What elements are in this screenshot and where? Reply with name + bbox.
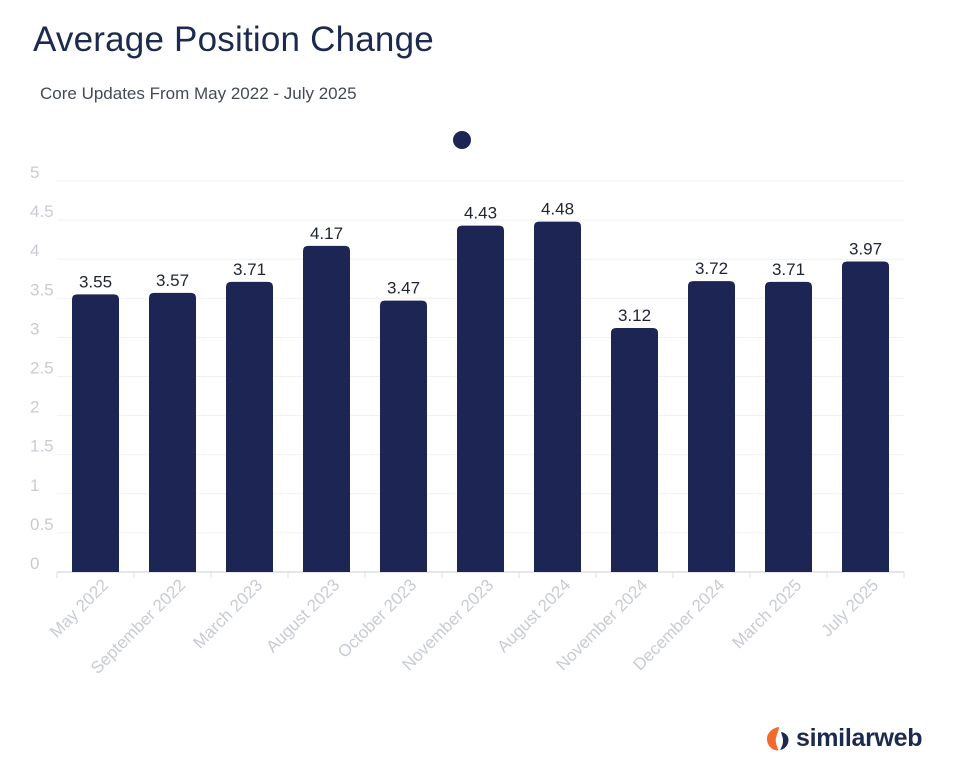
bar [688,281,735,572]
similarweb-logo-icon [767,726,789,750]
y-tick-label: 5 [30,163,39,182]
bar [765,281,812,572]
data-labels: 3.55 3.57 3.71 4.17 3.47 4.43 4.48 3.12 3.72 3.71… [79,200,882,325]
x-tick-label: March 2023 [189,575,266,652]
x-tick-label: July 2025 [817,575,882,640]
y-tick-label: 1.5 [30,437,54,456]
bar [611,328,658,572]
chart-title: Average Position Change [33,20,434,59]
x-tick-label: August 2024 [493,575,574,656]
bar [303,245,350,572]
bar [534,221,581,572]
data-label: 3.71 [233,260,266,279]
x-tick-label: March 2025 [728,575,805,652]
bar [457,225,504,572]
y-tick-label: 3 [30,319,39,338]
x-tick-label: October 2023 [334,575,420,661]
y-tick-label: 2 [30,398,39,417]
data-label: 4.48 [541,200,574,219]
bar [380,300,427,572]
similarweb-logo-text: similarweb [796,724,923,752]
data-label: 3.72 [695,259,728,278]
x-tick-label: August 2023 [262,575,343,656]
data-label: 3.47 [387,279,420,298]
similarweb-logo: similarweb [766,724,923,753]
y-tick-label: 4 [30,241,39,260]
data-label: 3.97 [849,240,882,259]
data-label: 3.55 [79,272,112,291]
y-tick-label: 2.5 [30,359,54,378]
y-tick-label: 0 [30,554,39,573]
bar [149,292,196,572]
data-label: 3.71 [772,260,805,279]
legend-marker [453,131,471,149]
y-axis-ticks: 0 0.5 1 1.5 2 2.5 3 3.5 4 4.5 5 [30,163,54,573]
y-tick-label: 1 [30,476,39,495]
x-tick-label: May 2022 [46,575,112,641]
chart-subtitle: Core Updates From May 2022 - July 2025 [40,84,357,103]
data-label: 3.57 [156,271,189,290]
bar [72,294,119,572]
y-tick-label: 3.5 [30,280,54,299]
data-label: 4.43 [464,204,497,223]
y-tick-label: 4.5 [30,202,54,221]
bar [226,281,273,572]
data-label: 3.12 [618,306,651,325]
y-tick-label: 0.5 [30,515,54,534]
bars [72,221,889,572]
bar [842,261,889,572]
data-label: 4.17 [310,224,343,243]
